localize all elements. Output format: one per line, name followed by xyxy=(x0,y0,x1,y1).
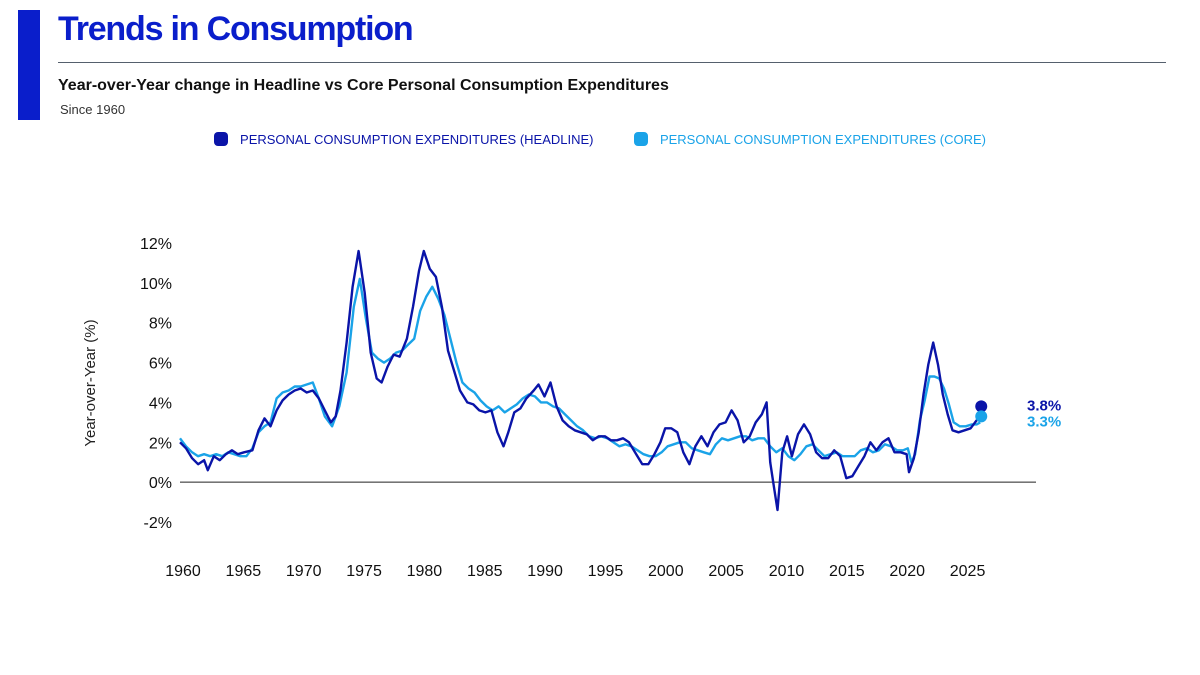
legend-label-core: PERSONAL CONSUMPTION EXPENDITURES (CORE) xyxy=(659,132,986,148)
series-line-core xyxy=(179,277,981,464)
x-axis-ticks: 1960 1965 1970 1975 1980 1985 1990 1995 2000 2005… xyxy=(165,563,985,580)
y-tick-label: -2% xyxy=(144,515,172,532)
y-tick-label: 4% xyxy=(149,395,172,412)
x-tick-label: 1980 xyxy=(407,563,443,580)
legend-label-headline: PERSONAL CONSUMPTION EXPENDITURES (HEADL… xyxy=(240,132,594,148)
x-tick-label: 1995 xyxy=(588,563,624,580)
end-marker-headline xyxy=(975,400,988,413)
x-tick-label: 1975 xyxy=(346,563,382,580)
end-marker-core xyxy=(975,410,988,423)
legend-entry-headline: PERSONAL CONSUMPTION EXPENDITURES (HEADL… xyxy=(214,132,594,148)
legend-swatch-headline xyxy=(214,132,229,147)
x-tick-label: 1985 xyxy=(467,563,503,580)
series-line-headline xyxy=(179,249,982,512)
accent-bar xyxy=(18,10,40,120)
y-tick-label: 6% xyxy=(149,356,172,373)
y-tick-label: 12% xyxy=(140,236,172,253)
y-tick-label: 10% xyxy=(140,276,172,293)
chart-title: Year-over-Year change in Headline vs Cor… xyxy=(58,77,669,94)
x-tick-label: 1990 xyxy=(527,563,563,580)
x-tick-label: 2025 xyxy=(950,563,986,580)
x-tick-label: 2005 xyxy=(708,563,744,580)
x-tick-label: 2020 xyxy=(889,563,925,580)
end-label-headline: 3.8% xyxy=(1027,397,1061,414)
y-tick-label: 0% xyxy=(149,475,172,492)
y-axis-ticks: -2% 0% 2% 4% 6% 8% 10% 12% xyxy=(140,236,172,532)
page-title: Trends in Consumption xyxy=(58,10,414,48)
x-tick-label: 1970 xyxy=(286,563,322,580)
y-tick-label: 8% xyxy=(149,316,172,333)
y-tick-label: 2% xyxy=(149,435,172,452)
chart-legend: PERSONAL CONSUMPTION EXPENDITURES (HEADL… xyxy=(0,131,1200,149)
chart-subtitle: Since 1960 xyxy=(60,102,126,117)
legend-swatch-core xyxy=(633,132,648,147)
x-tick-label: 2010 xyxy=(769,563,805,580)
end-label-core: 3.3% xyxy=(1027,413,1061,430)
y-axis-title: Year-over-Year (%) xyxy=(82,319,99,446)
legend-entry-core: PERSONAL CONSUMPTION EXPENDITURES (CORE) xyxy=(633,132,986,148)
x-tick-label: 2000 xyxy=(648,563,684,580)
title-divider xyxy=(58,62,1166,63)
x-tick-label: 1965 xyxy=(226,563,262,580)
x-tick-label: 2015 xyxy=(829,563,865,580)
x-tick-label: 1960 xyxy=(165,563,201,580)
